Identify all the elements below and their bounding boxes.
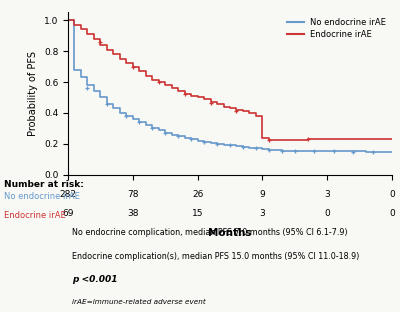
- Text: 69: 69: [62, 209, 74, 218]
- Text: 0: 0: [389, 209, 395, 218]
- Legend: No endocrine irAE, Endocrine irAE: No endocrine irAE, Endocrine irAE: [285, 17, 388, 41]
- Text: 26: 26: [192, 190, 203, 199]
- Text: Endocrine irAE: Endocrine irAE: [4, 211, 66, 220]
- Text: Number at risk:: Number at risk:: [4, 180, 84, 189]
- Text: 9: 9: [260, 190, 265, 199]
- Text: 15: 15: [192, 209, 203, 218]
- Text: Endocrine complication(s), median PFS 15.0 months (95% CI 11.0-18.9): Endocrine complication(s), median PFS 15…: [72, 251, 359, 261]
- Text: irAE=immune-related adverse event: irAE=immune-related adverse event: [72, 299, 206, 305]
- Text: 3: 3: [324, 190, 330, 199]
- Text: Months: Months: [208, 228, 252, 238]
- Text: 3: 3: [260, 209, 265, 218]
- Text: 78: 78: [127, 190, 138, 199]
- Text: No endocrine complication, median PFS 7.0 months (95% CI 6.1-7.9): No endocrine complication, median PFS 7.…: [72, 228, 348, 237]
- Text: 0: 0: [324, 209, 330, 218]
- Y-axis label: Probability of PFS: Probability of PFS: [28, 51, 38, 136]
- Text: 282: 282: [60, 190, 76, 199]
- Text: No endocrine irAE: No endocrine irAE: [4, 192, 80, 201]
- Text: 38: 38: [127, 209, 138, 218]
- Text: p <0.001: p <0.001: [72, 275, 118, 284]
- Text: 0: 0: [389, 190, 395, 199]
